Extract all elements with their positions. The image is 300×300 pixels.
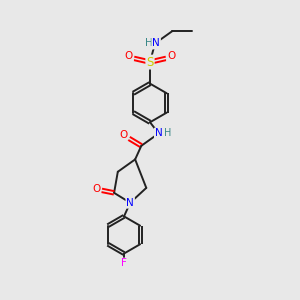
Text: O: O	[125, 51, 133, 61]
Text: S: S	[146, 56, 154, 69]
Text: F: F	[121, 258, 127, 268]
Text: O: O	[119, 130, 128, 140]
Text: O: O	[167, 51, 175, 61]
Text: H: H	[164, 128, 171, 138]
Text: N: N	[152, 38, 160, 49]
Text: N: N	[126, 198, 134, 208]
Text: H: H	[145, 38, 153, 49]
Text: O: O	[92, 184, 100, 194]
Text: N: N	[155, 128, 163, 138]
